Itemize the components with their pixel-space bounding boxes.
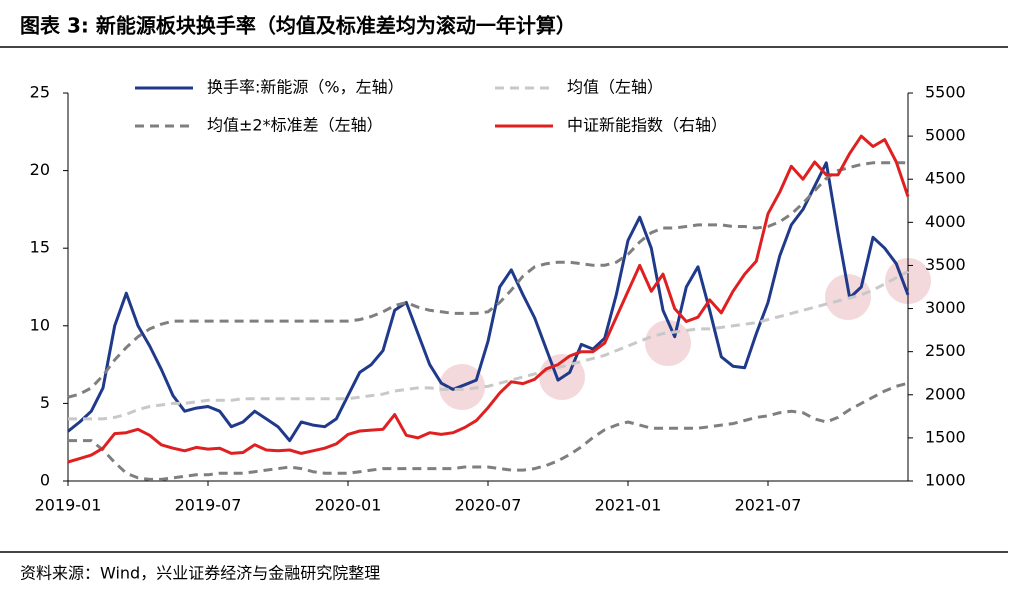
x-tick-label: 2020-07 xyxy=(455,496,522,515)
y2-tick-label: 4000 xyxy=(925,212,966,231)
y2-tick-label: 2500 xyxy=(925,341,966,360)
x-tick-label: 2020-01 xyxy=(315,496,382,515)
series-line xyxy=(68,381,909,481)
y2-tick-label: 3000 xyxy=(925,298,966,317)
y2-tick-label: 1000 xyxy=(925,471,966,490)
y-tick-label: 10 xyxy=(30,315,50,334)
series-line xyxy=(67,161,908,399)
source-note: 资料来源：Wind，兴业证券经济与金融研究院整理 xyxy=(20,564,380,583)
x-tick-label: 2019-01 xyxy=(35,496,102,515)
series-line xyxy=(67,161,910,443)
y2-tick-label: 1500 xyxy=(925,427,966,446)
legend-label: 均值（左轴） xyxy=(567,78,663,97)
y2-tick-label: 5500 xyxy=(925,83,966,102)
legend-label: 均值±2*标准差（左轴） xyxy=(207,116,383,135)
x-tick-label: 2021-01 xyxy=(595,496,662,515)
x-tick-label: 2021-07 xyxy=(735,496,802,515)
highlight xyxy=(645,320,691,366)
chart-title: 图表 3: 新能源板块换手率（均值及标准差均为滚动一年计算） xyxy=(20,14,576,38)
series-line xyxy=(67,134,910,464)
series-line xyxy=(68,270,909,421)
y-tick-label: 5 xyxy=(40,393,50,412)
highlights xyxy=(439,258,931,410)
y2-tick-label: 2000 xyxy=(925,384,966,403)
y2-tick-label: 4500 xyxy=(925,169,966,188)
y-tick-label: 25 xyxy=(30,83,50,102)
legend-label: 中证新能指数（右轴） xyxy=(567,116,727,135)
y-tick-label: 0 xyxy=(40,471,50,490)
y-tick-label: 20 xyxy=(30,160,50,179)
legend-label: 换手率:新能源（%，左轴） xyxy=(207,78,404,97)
y-tick-label: 15 xyxy=(30,238,50,257)
x-tick-label: 2019-07 xyxy=(175,496,242,515)
y2-tick-label: 3500 xyxy=(925,255,966,274)
y2-tick-label: 5000 xyxy=(925,126,966,145)
